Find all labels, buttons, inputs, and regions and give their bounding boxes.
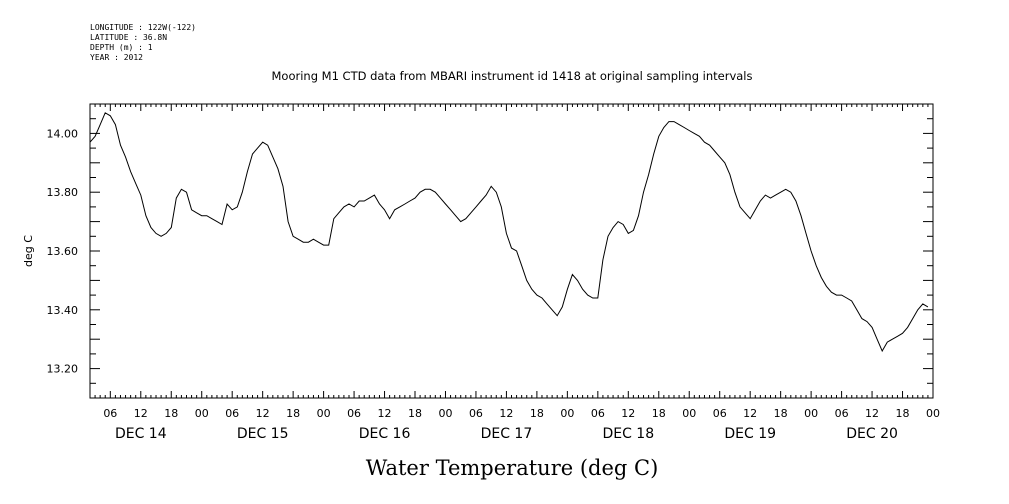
x-tick-label: 06 <box>103 407 117 420</box>
x-tick-label: 18 <box>530 407 544 420</box>
y-tick-label: 13.20 <box>47 363 79 376</box>
x-tick-labels: 06 12 18 00 06 12 18 00 06 12 18 00 06 12 18 00 06 12 18 00… <box>103 407 940 420</box>
x-tick-label: 18 <box>774 407 788 420</box>
y-tick-label: 13.80 <box>47 186 79 199</box>
x-tick-label: 18 <box>896 407 910 420</box>
x-tick-label: 12 <box>499 407 513 420</box>
day-label: DEC 18 <box>602 426 654 442</box>
x-tick-label: 00 <box>317 407 331 420</box>
x-tick-label: 06 <box>347 407 361 420</box>
x-tick-label: 00 <box>804 407 818 420</box>
day-label: DEC 20 <box>846 426 898 442</box>
x-axis-label: Water Temperature (deg C) <box>366 456 659 480</box>
chart-title: Mooring M1 CTD data from MBARI instrumen… <box>272 69 753 83</box>
x-tick-label: 12 <box>256 407 270 420</box>
tick-marks <box>89 103 934 399</box>
day-label: DEC 14 <box>115 426 167 442</box>
x-tick-label: 00 <box>926 407 940 420</box>
x-tick-label: 06 <box>225 407 239 420</box>
x-tick-label: 00 <box>195 407 209 420</box>
day-label: DEC 17 <box>481 426 533 442</box>
x-tick-label: 12 <box>378 407 392 420</box>
y-tick-label: 14.00 <box>47 127 79 140</box>
x-tick-label: 00 <box>682 407 696 420</box>
series-layer <box>89 112 929 353</box>
plot-frame <box>89 103 934 399</box>
y-tick-labels: 13.20 13.40 13.60 13.80 14.00 <box>47 127 79 375</box>
meta-depth: DEPTH (m) : 1 <box>90 43 153 52</box>
series-line <box>89 112 929 353</box>
x-tick-label: 06 <box>713 407 727 420</box>
day-label: DEC 15 <box>237 426 289 442</box>
metadata-block: LONGITUDE : 122W(-122) LATITUDE : 36.8N … <box>90 23 196 62</box>
x-tick-label: 12 <box>865 407 879 420</box>
x-tick-label: 18 <box>408 407 422 420</box>
day-label: DEC 16 <box>359 426 411 442</box>
y-tick-label: 13.40 <box>47 304 79 317</box>
y-tick-label: 13.60 <box>47 245 79 258</box>
meta-longitude: LONGITUDE : 122W(-122) <box>90 23 196 32</box>
day-labels: DEC 14 DEC 15 DEC 16 DEC 17 DEC 18 DEC 19 DEC … <box>115 426 898 442</box>
x-tick-label: 00 <box>438 407 452 420</box>
x-tick-label: 18 <box>164 407 178 420</box>
x-tick-label: 06 <box>835 407 849 420</box>
x-tick-label: 06 <box>591 407 605 420</box>
x-tick-label: 18 <box>286 407 300 420</box>
meta-latitude: LATITUDE : 36.8N <box>90 33 167 42</box>
x-tick-label: 00 <box>560 407 574 420</box>
day-label: DEC 19 <box>724 426 776 442</box>
y-axis-label: deg C <box>22 235 35 267</box>
x-tick-label: 18 <box>652 407 666 420</box>
x-tick-label: 12 <box>134 407 148 420</box>
x-tick-label: 06 <box>469 407 483 420</box>
x-tick-label: 12 <box>743 407 757 420</box>
x-tick-label: 12 <box>621 407 635 420</box>
meta-year: YEAR : 2012 <box>90 53 143 62</box>
